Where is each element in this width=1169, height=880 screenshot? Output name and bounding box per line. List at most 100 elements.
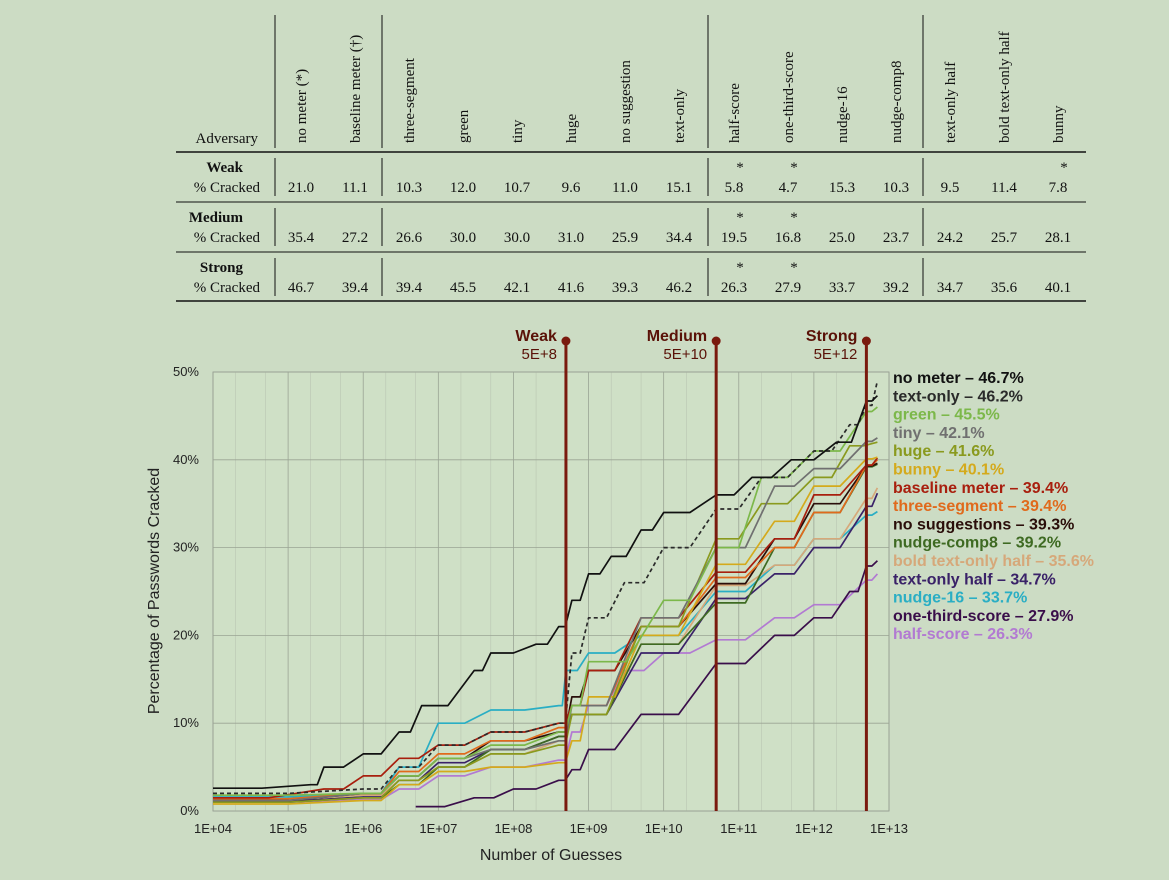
legend-series-pct: 27.9%: [1028, 608, 1073, 625]
x-tick-label: 1E+13: [870, 821, 908, 836]
cracked-value: 12.0: [450, 180, 476, 196]
cracked-value: 24.2: [937, 230, 963, 246]
row-name: Weak: [206, 160, 243, 176]
legend-series-pct: 39.3%: [1029, 516, 1074, 533]
column-header: three-segment: [402, 57, 418, 143]
cracked-value: 34.4: [666, 230, 693, 246]
x-tick-label: 1E+12: [795, 821, 833, 836]
cracked-value: 25.9: [612, 230, 638, 246]
legend-separator: –: [998, 535, 1016, 552]
legend-separator: –: [937, 407, 955, 424]
cracked-value: 27.2: [342, 230, 368, 246]
cracked-value: 5.8: [725, 180, 744, 196]
legend-entry: text-only half – 34.7%: [893, 571, 1056, 588]
legend-series-name: bunny: [893, 462, 941, 479]
legend-series-name: no suggestions: [893, 516, 1011, 533]
legend-series-pct: 41.6%: [949, 443, 994, 460]
cracked-value: 39.2: [883, 280, 909, 296]
cracked-value: 27.9: [775, 280, 801, 296]
legend-entry: half-score – 26.3%: [893, 626, 1033, 643]
legend-entry: one-third-score – 27.9%: [893, 608, 1074, 625]
cracked-value: 26.6: [396, 230, 423, 246]
column-header: bold text-only half: [997, 31, 1013, 143]
cracked-value: 10.7: [504, 180, 531, 196]
column-header: nudge-16: [835, 86, 851, 143]
legend-separator: –: [1011, 516, 1029, 533]
cracked-value: 25.7: [991, 230, 1018, 246]
cracked-value: 41.6: [558, 280, 585, 296]
column-header: text-only half: [943, 62, 959, 143]
row-name: Medium: [189, 210, 244, 226]
series-line-bunny: [213, 456, 878, 805]
significance-marker: *: [736, 210, 744, 226]
series-line-one-third-score: [415, 560, 878, 808]
legend-series-name: tiny: [893, 425, 922, 442]
x-tick-label: 1E+05: [269, 821, 307, 836]
legend-entry: tiny – 42.1%: [893, 425, 985, 442]
legend-entry: green – 45.5%: [893, 407, 1000, 424]
legend-entry: bunny – 40.1%: [893, 462, 1004, 479]
legend-series-pct: 40.1%: [959, 462, 1004, 479]
legend-series-pct: 34.7%: [1010, 571, 1055, 588]
legend-series-name: huge: [893, 443, 931, 460]
cracked-value: 19.5: [721, 230, 747, 246]
column-header: no meter (*): [294, 69, 310, 143]
legend-separator: –: [941, 462, 959, 479]
legend-series-pct: 45.5%: [954, 407, 999, 424]
threshold-name: Weak: [515, 328, 557, 345]
cracked-value: 4.7: [779, 180, 798, 196]
column-header: no suggestion: [618, 60, 634, 143]
column-header: baseline meter (†): [348, 35, 364, 143]
threshold-value: 5E+12: [814, 346, 858, 363]
column-header: text-only: [672, 88, 688, 143]
x-tick-label: 1E+09: [570, 821, 608, 836]
y-tick-label: 40%: [173, 452, 199, 467]
threshold-value: 5E+10: [663, 346, 707, 363]
legend-series-name: one-third-score: [893, 608, 1010, 625]
cracked-value: 21.0: [288, 180, 314, 196]
legend-series-pct: 33.7%: [982, 590, 1027, 607]
y-tick-label: 20%: [173, 627, 199, 642]
cracked-value: 46.2: [666, 280, 692, 296]
cracked-value: 39.4: [396, 280, 423, 296]
legend-separator: –: [931, 443, 949, 460]
y-tick-label: 0%: [180, 803, 199, 818]
legend-series-pct: 39.4%: [1023, 480, 1068, 497]
x-axis-label: Number of Guesses: [480, 847, 622, 864]
legend-series-name: text-only: [893, 388, 960, 405]
legend-series-name: nudge-16: [893, 590, 964, 607]
cracked-value: 16.8: [775, 230, 801, 246]
column-header: one-third-score: [781, 51, 797, 143]
cracked-value: 45.5: [450, 280, 476, 296]
legend-entry: three-segment – 39.4%: [893, 498, 1066, 515]
legend-series-pct: 39.2%: [1016, 535, 1061, 552]
adversary-header: Adversary: [196, 131, 259, 147]
cracked-value: 35.4: [288, 230, 315, 246]
plot-area: [212, 371, 890, 812]
cracked-value: 9.5: [941, 180, 960, 196]
significance-marker: *: [790, 260, 798, 276]
y-tick-label: 10%: [173, 715, 199, 730]
row-metric: % Cracked: [194, 230, 261, 246]
series-line-no-meter: [213, 395, 878, 790]
column-header: half-score: [727, 83, 743, 143]
y-axis-label: Percentage of Passwords Cracked: [146, 468, 163, 714]
row-name: Strong: [200, 260, 244, 276]
legend-series-name: green: [893, 407, 937, 424]
cracked-value: 10.3: [883, 180, 909, 196]
cracked-value: 25.0: [829, 230, 855, 246]
cracked-value: 33.7: [829, 280, 856, 296]
legend-series-pct: 39.4%: [1021, 498, 1066, 515]
cracked-value: 34.7: [937, 280, 964, 296]
cracked-value: 9.6: [562, 180, 581, 196]
legend-separator: –: [960, 388, 978, 405]
legend-separator: –: [1010, 608, 1028, 625]
cracked-value: 26.3: [721, 280, 747, 296]
cracked-value: 7.8: [1049, 180, 1068, 196]
threshold-name: Medium: [647, 328, 707, 345]
y-tick-label: 50%: [173, 364, 199, 379]
x-tick-label: 1E+10: [645, 821, 683, 836]
cracked-value: 15.1: [666, 180, 692, 196]
legend-series-name: nudge-comp8: [893, 535, 998, 552]
legend-series-pct: 46.2%: [977, 388, 1022, 405]
